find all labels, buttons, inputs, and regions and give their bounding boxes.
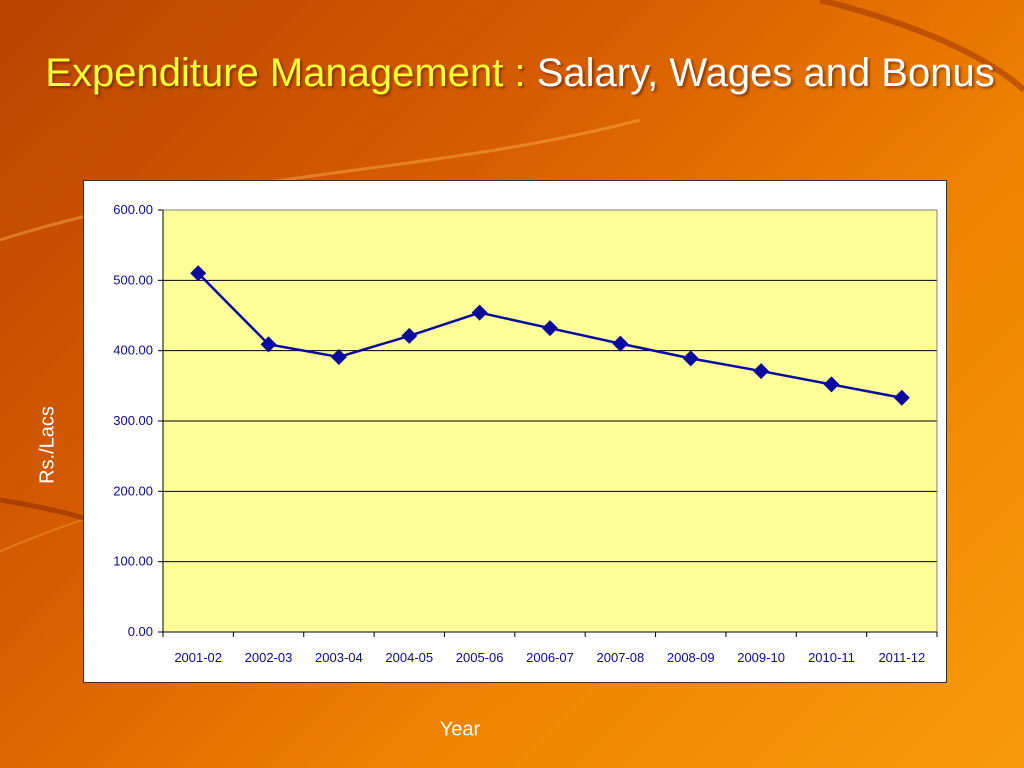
data-point: [330, 348, 347, 365]
data-point: [260, 336, 277, 353]
slide-title: Expenditure Management : Salary, Wages a…: [40, 48, 1000, 98]
x-tick-label: 2006-07: [526, 650, 574, 665]
y-tick-label: 500.00: [113, 272, 153, 287]
x-tick-label: 2011-12: [878, 650, 925, 665]
data-point: [612, 335, 629, 352]
y-axis-label: Rs./Lacs: [36, 406, 59, 484]
x-tick-label: 2003-04: [315, 650, 363, 665]
data-point: [471, 304, 488, 321]
y-tick-label: 0.00: [128, 624, 153, 639]
x-axis-label: Year: [439, 718, 481, 741]
data-point: [753, 363, 770, 380]
data-point: [190, 265, 207, 282]
title-remainder: Salary, Wages and Bonus: [525, 51, 995, 95]
data-point: [401, 327, 418, 344]
x-tick-label: 2001-02: [174, 650, 222, 665]
data-point: [682, 350, 699, 367]
x-tick-label: 2009-10: [737, 650, 785, 665]
chart-container: 0.00 100.00 200.00 300.00 400.00 500.00 600.00…: [83, 180, 947, 683]
x-tick-label: 2008-09: [667, 650, 715, 665]
data-point: [823, 376, 840, 393]
y-tick-label: 400.00: [113, 343, 153, 358]
data-point: [542, 320, 558, 337]
y-tick-label: 200.00: [113, 483, 153, 498]
x-tick-label: 2004-05: [385, 650, 433, 665]
data-point: [893, 389, 910, 406]
x-tick-label: 2002-03: [245, 650, 293, 665]
y-tick-label: 300.00: [113, 413, 153, 428]
line-chart: 0.00 100.00 200.00 300.00 400.00 500.00 600.00…: [113, 202, 938, 665]
y-tick-label: 100.00: [113, 554, 153, 569]
x-tick-label: 2005-06: [456, 650, 504, 665]
x-tick-label: 2010-11: [808, 650, 855, 665]
x-tick-label: 2007-08: [597, 650, 645, 665]
title-highlight: Expenditure Management :: [45, 51, 526, 95]
y-tick-label: 600.00: [113, 202, 153, 217]
